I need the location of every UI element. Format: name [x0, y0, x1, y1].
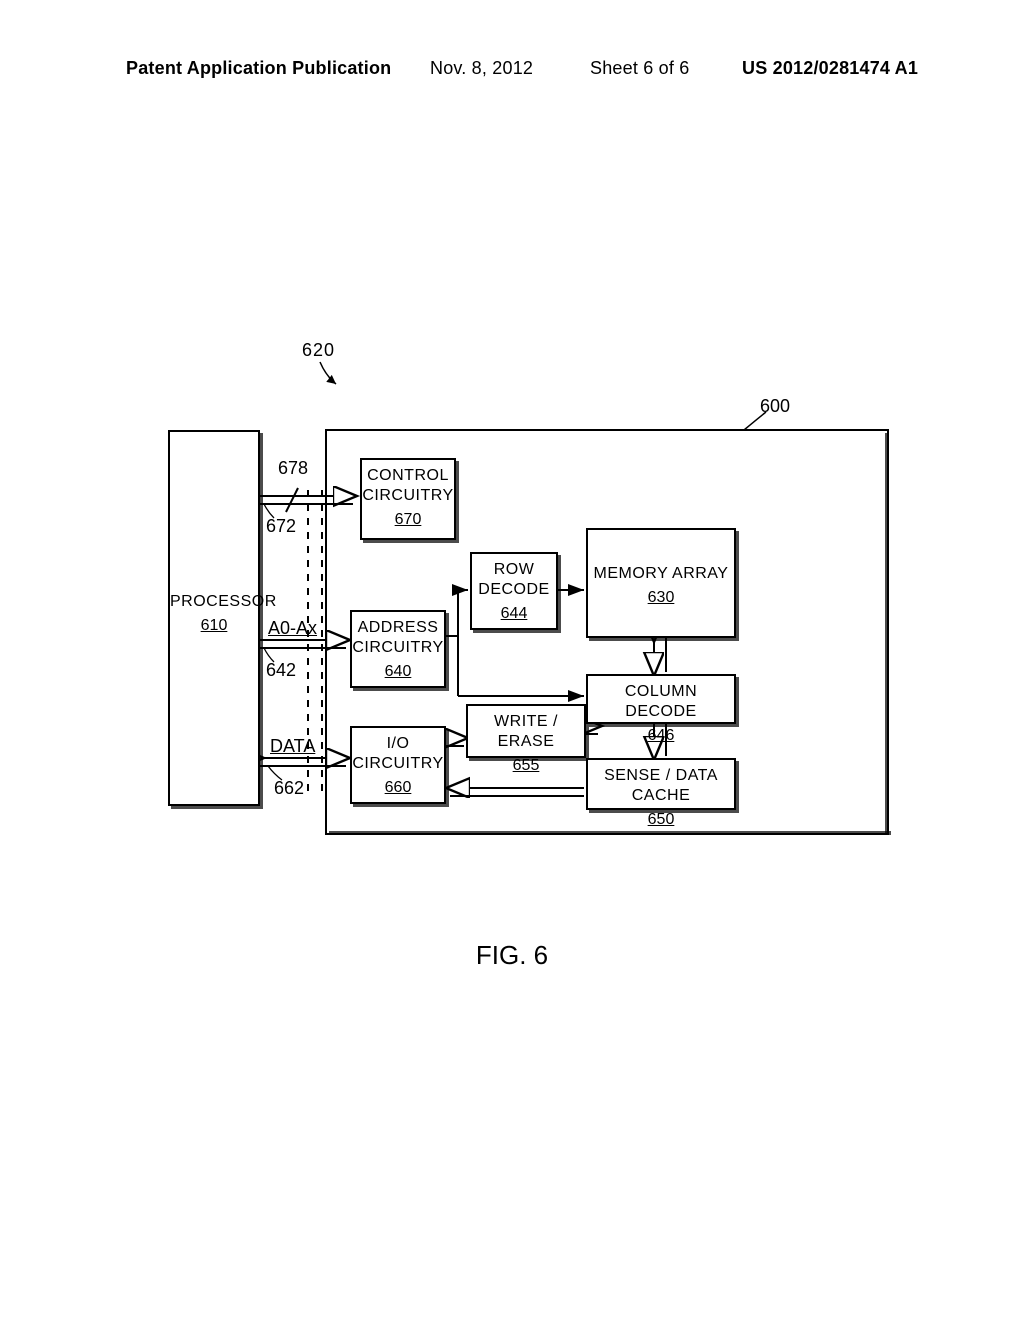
block-sense-cache: SENSE / DATA CACHE 650: [586, 758, 736, 810]
address-title: ADDRESSCIRCUITRY: [352, 618, 444, 658]
block-processor: PROCESSOR 610: [168, 430, 260, 806]
io-title: I/OCIRCUITRY: [352, 734, 444, 774]
header-left: Patent Application Publication: [126, 58, 391, 79]
block-memory-array: MEMORY ARRAY 630: [586, 528, 736, 638]
figure-caption: FIG. 6: [0, 940, 1024, 971]
header-pubno: US 2012/0281474 A1: [742, 58, 918, 79]
block-row-decode: ROWDECODE 644: [470, 552, 558, 630]
sense-title: SENSE / DATA CACHE: [588, 766, 734, 806]
rowdec-title: ROWDECODE: [472, 560, 556, 600]
write-erase-title: WRITE / ERASE: [468, 712, 584, 752]
io-ref: 660: [352, 778, 444, 798]
label-678: 678: [278, 458, 308, 479]
processor-title: PROCESSOR: [170, 592, 258, 612]
label-600: 600: [760, 396, 790, 417]
address-ref: 640: [352, 662, 444, 682]
page: Patent Application Publication Nov. 8, 2…: [0, 0, 1024, 1320]
signal-data: DATA: [270, 736, 315, 757]
block-control-circuitry: CONTROLCIRCUITRY 670: [360, 458, 456, 540]
coldec-title: COLUMN DECODE: [588, 682, 734, 722]
signal-a0ax: A0-Ax: [268, 618, 317, 639]
block-address-circuitry: ADDRESSCIRCUITRY 640: [350, 610, 446, 688]
write-erase-ref: 655: [468, 756, 584, 776]
figure-6: PROCESSOR 610 CONTROLCIRCUITRY 670 ADDRE…: [150, 340, 890, 900]
control-ref: 670: [362, 510, 454, 530]
processor-ref: 610: [170, 616, 258, 636]
block-write-erase: WRITE / ERASE 655: [466, 704, 586, 758]
block-io-circuitry: I/OCIRCUITRY 660: [350, 726, 446, 804]
control-title: CONTROLCIRCUITRY: [362, 466, 454, 506]
label-642: 642: [266, 660, 296, 681]
block-column-decode: COLUMN DECODE 646: [586, 674, 736, 724]
sense-ref: 650: [588, 810, 734, 830]
label-672: 672: [266, 516, 296, 537]
header-date: Nov. 8, 2012: [430, 58, 533, 79]
label-662: 662: [274, 778, 304, 799]
memarray-title: MEMORY ARRAY: [588, 564, 734, 584]
memarray-ref: 630: [588, 588, 734, 608]
coldec-ref: 646: [588, 726, 734, 746]
header-sheet: Sheet 6 of 6: [590, 58, 689, 79]
rowdec-ref: 644: [472, 604, 556, 624]
